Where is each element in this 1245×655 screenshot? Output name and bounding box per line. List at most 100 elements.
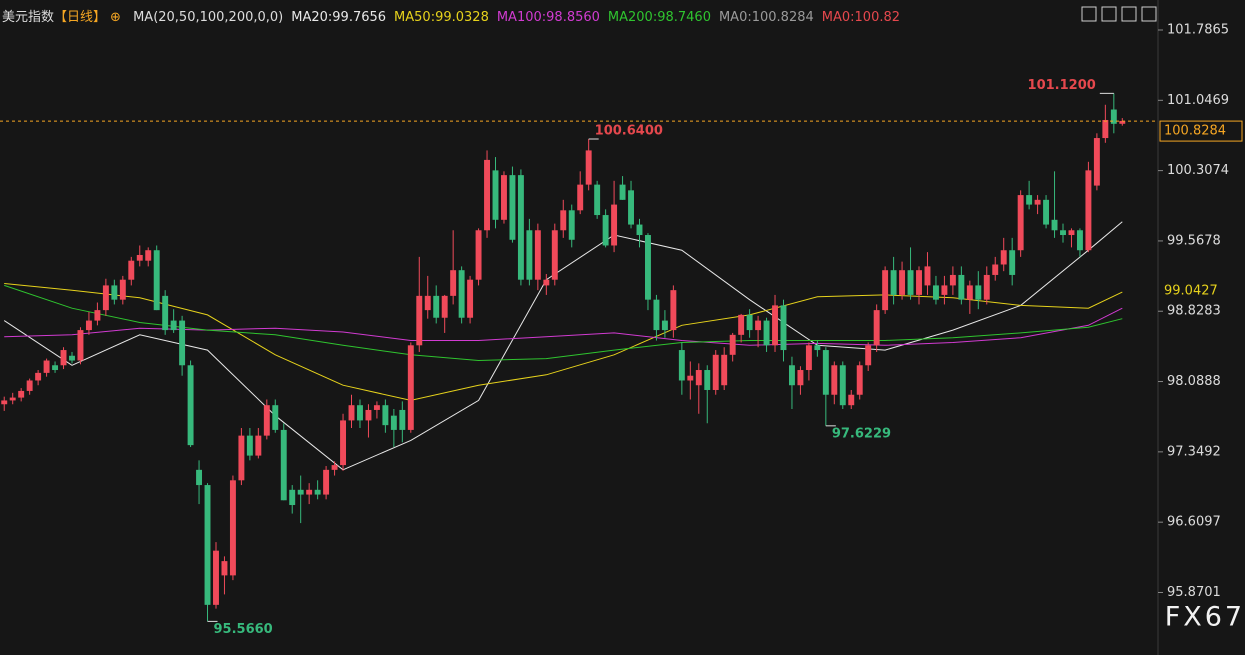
- candle-body: [263, 405, 270, 436]
- candle-body: [856, 365, 863, 395]
- candle-body: [382, 405, 389, 426]
- candle-body: [1051, 219, 1058, 231]
- candle-body: [52, 365, 59, 371]
- candle-body: [704, 370, 711, 390]
- candle-body: [619, 184, 626, 200]
- candle-body: [390, 415, 397, 430]
- annotation-label: 101.1200: [1028, 78, 1096, 93]
- candle-body: [916, 270, 922, 295]
- candle-body: [43, 360, 50, 373]
- candle-body: [373, 405, 380, 410]
- candle-body: [848, 394, 855, 406]
- y-tick-label: 98.0888: [1167, 374, 1221, 389]
- candle-body: [357, 405, 363, 421]
- candle-body: [763, 320, 770, 346]
- candle-body: [577, 184, 584, 211]
- candle-body: [1017, 195, 1024, 251]
- candle-body: [534, 230, 541, 280]
- candle-body: [1093, 138, 1100, 186]
- tool-icon[interactable]: [1141, 6, 1157, 22]
- y-tick-label: 101.7865: [1167, 22, 1229, 37]
- candle-body: [1085, 170, 1092, 251]
- candle-body: [517, 175, 524, 280]
- tool-icon[interactable]: [1101, 6, 1117, 22]
- candle-body: [26, 380, 33, 391]
- tool-icon[interactable]: [1121, 6, 1137, 22]
- candle-body: [551, 230, 558, 280]
- candle-body: [1026, 195, 1033, 205]
- candle-body: [35, 372, 42, 381]
- ma-line: [4, 307, 1123, 346]
- toolbar[interactable]: [1081, 6, 1157, 22]
- candle-body: [119, 279, 126, 300]
- candle-body: [543, 279, 550, 286]
- candle-body: [628, 190, 634, 225]
- candle-body: [1000, 250, 1007, 265]
- watermark: FX678: [1165, 602, 1245, 633]
- candle-body: [416, 295, 423, 346]
- period[interactable]: 【日线】: [54, 10, 107, 25]
- candle-body: [907, 270, 914, 295]
- candle-body: [136, 254, 143, 261]
- candle-body: [441, 295, 448, 318]
- price-tag-label: 100.8284: [1164, 124, 1226, 139]
- indicator-label: MA20:99.7656: [291, 10, 387, 25]
- candle-body: [560, 210, 567, 231]
- candle-body: [602, 215, 609, 246]
- indicator-label: MA0:100.82: [821, 10, 901, 25]
- candle-body: [77, 330, 84, 361]
- candle-body: [1076, 230, 1083, 251]
- candle-body: [805, 345, 812, 371]
- price-tag-label: 99.0427: [1164, 283, 1218, 298]
- candle-body: [153, 250, 160, 311]
- candle-body: [661, 320, 668, 331]
- indicator-label: MA100:98.8560: [496, 10, 600, 25]
- candle-body: [221, 561, 228, 576]
- candle-body: [424, 295, 431, 311]
- candle-body: [729, 334, 736, 355]
- candle-body: [204, 485, 211, 605]
- candle-body: [975, 285, 982, 300]
- candle-body: [399, 409, 406, 430]
- candle-body: [755, 320, 762, 331]
- candle-body: [289, 489, 296, 506]
- indicator-label: MA0:100.8284: [718, 10, 814, 25]
- candle-body: [636, 224, 643, 236]
- candle-body: [831, 365, 838, 395]
- candle-body: [246, 435, 253, 456]
- candle-body: [992, 264, 999, 275]
- candle-body: [814, 345, 821, 351]
- add-icon[interactable]: ⊕: [110, 10, 121, 25]
- candle-body: [306, 489, 313, 495]
- candle-body: [1068, 230, 1075, 236]
- candle-body: [839, 365, 846, 406]
- candle-body: [348, 405, 355, 421]
- candle-body: [932, 285, 939, 300]
- candle-body: [585, 150, 592, 185]
- ma-line: [3, 221, 1123, 471]
- candle-body: [788, 365, 795, 386]
- candle-body: [941, 285, 948, 295]
- header: 美元指数【日线】 ⊕ MA(20,50,100,200,0,0) MA20:99.7…: [2, 6, 908, 25]
- candle-body: [949, 274, 956, 286]
- candle-body: [645, 235, 651, 300]
- candle-body: [1102, 119, 1109, 139]
- candle-body: [213, 550, 219, 605]
- candle-body: [983, 274, 990, 300]
- candle-body: [179, 320, 186, 366]
- indicator-label: MA(20,50,100,200,0,0): [133, 10, 284, 25]
- candle-body: [873, 310, 880, 346]
- tool-icon[interactable]: [1081, 6, 1097, 22]
- candle-body: [865, 345, 872, 366]
- candle-body: [187, 365, 194, 446]
- candle-body: [162, 295, 169, 331]
- candle-body: [780, 305, 787, 351]
- candle-body: [94, 310, 101, 321]
- candle-body: [772, 305, 778, 346]
- candle-body: [229, 480, 236, 576]
- candle-body: [526, 230, 533, 280]
- candle-body: [890, 270, 897, 295]
- candle-body: [280, 429, 287, 501]
